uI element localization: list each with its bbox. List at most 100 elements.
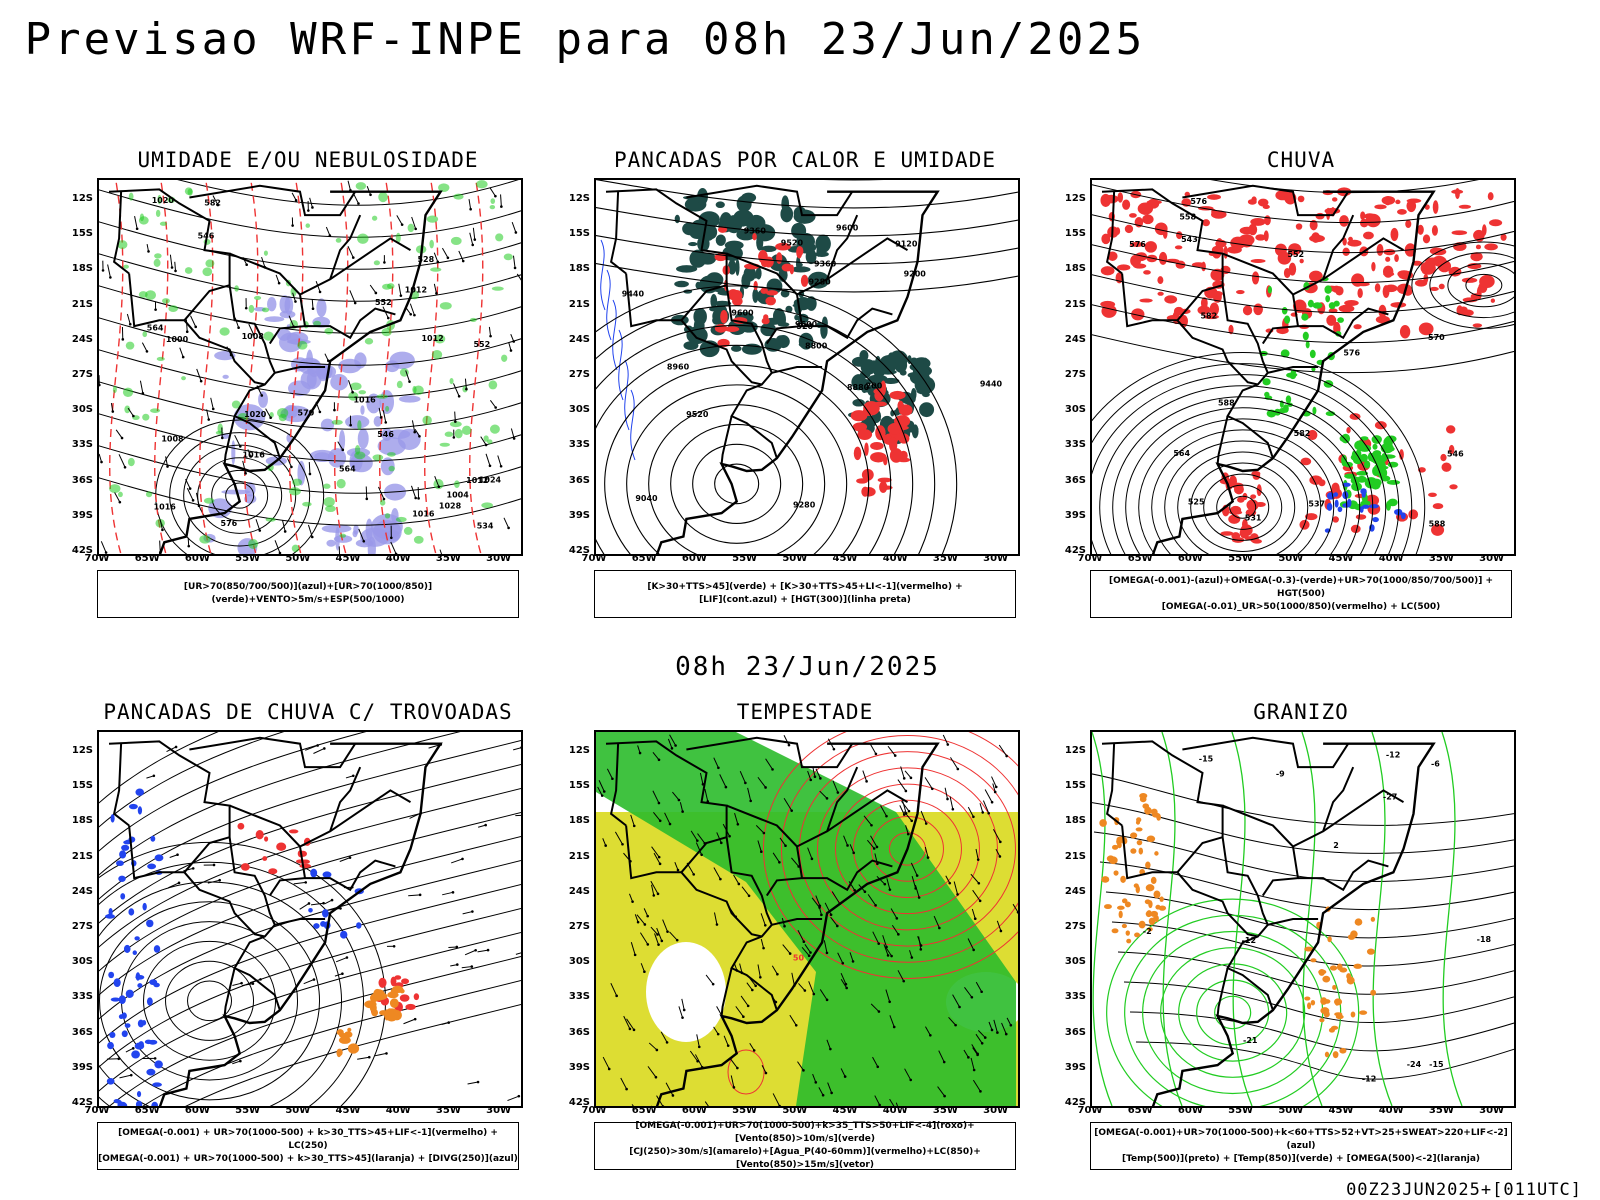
contour-label: 576 [1343,348,1360,357]
field-blob [1394,509,1401,515]
contour-line [596,262,1018,293]
field-blob [134,936,140,941]
wind-vector-head [990,1028,994,1032]
streamline [99,859,521,1020]
wind-vector [953,881,959,895]
field-blob [384,513,391,519]
field-blob [137,806,143,815]
wind-vector [798,983,806,991]
wind-vector [818,1087,824,1096]
wind-vector [723,1035,729,1046]
wind-vector [910,862,918,876]
wind-vector-head [759,975,762,979]
x-tick-label: 35W [1428,553,1454,564]
wind-vector-head [930,787,934,791]
field-blob [882,377,900,384]
field-blob [1359,506,1364,513]
field-blob [1129,242,1144,247]
contour-line [781,735,1018,963]
wind-vector-head [520,746,521,749]
contour-line [1160,947,1306,1078]
wind-vector-head [893,754,897,757]
contour-label: 9360 [814,259,837,268]
wind-vector [900,766,905,779]
field-blob [1147,927,1153,932]
wind-vector [275,274,280,284]
field-blob [807,271,830,289]
field-blob [1326,502,1333,511]
field-blob [501,354,508,362]
political-border [802,859,893,892]
jet-gap [646,942,726,1042]
streamline [99,732,219,804]
wind-vector [650,880,659,895]
political-border [1222,804,1300,897]
field-blob [483,435,489,442]
wind-vector [274,540,281,554]
wind-vector [662,919,668,932]
political-border [1176,284,1223,321]
field-blob [1164,295,1178,304]
field-blob [413,535,424,544]
field-blob [181,376,186,381]
field-blob [1431,225,1438,236]
field-blob [1395,199,1401,205]
wind-vector-head [890,954,893,958]
field-blob [117,240,128,250]
wind-vector [500,194,502,207]
wind-vector-head [413,1017,417,1021]
wind-vector-head [825,951,829,955]
temp500-contour [1099,861,1514,911]
wind-vector-head [237,326,240,330]
wind-vector-head [700,853,703,857]
wind-vector [765,758,773,770]
field-blob [1339,1047,1347,1054]
contour-line [1138,418,1348,554]
wind-vector [187,537,190,547]
wind-vector-head [996,1031,999,1034]
wind-vector [716,832,722,844]
x-tick-label: 30W [983,553,1009,564]
wind-vector [510,428,515,439]
field-blob [135,1100,143,1106]
contour-line [1196,979,1270,1046]
wind-vector-head [394,552,398,554]
wind-vector-head [751,988,754,992]
field-blob [1399,449,1404,460]
field-blob [1399,325,1411,339]
wind-vector-head [632,824,636,828]
y-tick-label: 15S [568,780,590,792]
y-tick-label: 21S [568,850,590,862]
wind-vector-head [307,902,311,905]
political-border [1182,184,1350,217]
temp500-contour [1129,1011,1514,1052]
contour-line [1092,363,1413,554]
contour-label: 588 [1218,398,1235,407]
wind-vector [669,734,677,746]
field-blob [796,246,804,257]
field-blob [152,1082,162,1087]
wind-vector [179,347,184,358]
wind-vector [998,744,1008,757]
wind-vector-head [290,465,293,469]
map-canvas: 9600960095209440952096009440936092809200… [596,180,1018,554]
wind-vector [996,920,1002,932]
wind-vector-head [983,1036,987,1039]
political-border [726,252,804,345]
contour-line [763,732,1018,979]
wind-vector [819,989,828,1001]
temp850-contour [1231,732,1253,1106]
field-blob [231,440,236,465]
field-blob [1364,460,1371,469]
field-blob [121,1030,128,1038]
field-blob [366,393,381,414]
wind-vector [891,924,899,935]
wind-vector [168,882,180,889]
wind-vector-head [980,1041,984,1045]
contour-line [596,234,1018,265]
wind-vector [964,987,973,998]
field-blob [1242,518,1248,530]
field-blob [1451,230,1468,236]
wind-vector-head [874,752,878,756]
wind-vector [815,768,821,779]
